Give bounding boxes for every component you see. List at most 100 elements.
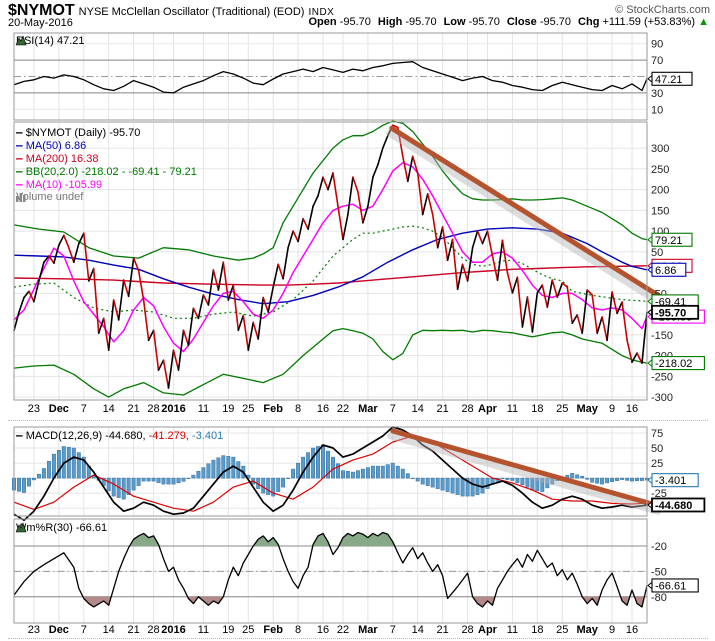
histogram-bar xyxy=(211,459,216,479)
date-tick-label: 9 xyxy=(609,624,615,636)
bb-upper-line xyxy=(13,120,648,261)
histogram-bar xyxy=(575,474,580,479)
date-tick-label: 25 xyxy=(556,403,568,415)
histogram-bar xyxy=(336,463,340,479)
histogram-bar xyxy=(286,477,291,479)
histogram-bar xyxy=(46,461,51,479)
histogram-bar xyxy=(316,446,320,479)
price-segment xyxy=(257,296,265,340)
price-segment xyxy=(272,263,280,288)
price-segment xyxy=(416,172,424,216)
price-segment xyxy=(78,232,85,245)
price-segment xyxy=(132,257,140,272)
price-segment xyxy=(372,163,379,178)
price-segment xyxy=(521,296,529,328)
change-up-arrow-icon: ▲ xyxy=(695,16,709,28)
legend-item: Wm%R(30) -66.61 xyxy=(16,522,108,534)
histogram-bar xyxy=(535,477,540,492)
histogram-bar xyxy=(156,477,161,483)
price-segment xyxy=(73,242,80,264)
histogram-bar xyxy=(341,470,345,479)
price-segment xyxy=(68,246,75,264)
price-segment xyxy=(172,349,180,371)
price-segment xyxy=(481,230,489,245)
date-tick-label: 2016 xyxy=(161,403,185,415)
price-segment xyxy=(297,217,304,243)
price-segment xyxy=(551,279,559,298)
date-tick-label: 11 xyxy=(198,624,209,636)
price-segment xyxy=(441,226,449,262)
histogram-bar xyxy=(365,467,370,479)
histogram-bar xyxy=(390,462,395,479)
price-segment xyxy=(406,155,414,183)
date-tick-label: Apr xyxy=(478,624,498,636)
date-tick-label: 21 xyxy=(437,624,449,636)
histogram-bar xyxy=(600,477,605,485)
histogram-bar xyxy=(395,465,400,479)
ticker-symbol: $NYMOT xyxy=(8,2,75,19)
price-segment xyxy=(28,290,35,303)
price-segment xyxy=(202,294,210,306)
price-segment xyxy=(506,271,514,294)
macd-panel-border xyxy=(13,426,648,517)
histogram-bar xyxy=(465,477,470,497)
histogram-bar xyxy=(610,477,615,482)
price-segment xyxy=(342,213,349,241)
histogram-bar xyxy=(520,477,525,485)
quote-label: Chg xyxy=(578,16,600,28)
svg-text:-66.61: -66.61 xyxy=(655,580,686,592)
ticker-description: NYSE McClellan Oscillator (Traditional) … xyxy=(78,6,305,18)
price-segment xyxy=(606,291,613,342)
histogram-bar xyxy=(126,477,131,495)
price-segment xyxy=(127,257,135,298)
histogram-bar xyxy=(355,470,360,479)
histogram-bar xyxy=(410,477,415,479)
date-tick-label: 14 xyxy=(412,403,424,415)
histogram-bar xyxy=(525,477,530,488)
price-segment xyxy=(391,124,399,129)
price-segment xyxy=(367,176,374,207)
price-segment xyxy=(102,317,110,352)
histogram-bar xyxy=(111,477,116,497)
price-segment xyxy=(556,282,564,298)
price-segment xyxy=(491,255,499,281)
price-segment xyxy=(13,311,20,332)
date-tick-label: 22 xyxy=(337,403,349,415)
svg-text:47.21: 47.21 xyxy=(655,74,683,86)
histogram-bar xyxy=(545,477,550,489)
price-segment xyxy=(83,232,90,282)
legend-line-swatch: — xyxy=(16,139,23,152)
price-segment xyxy=(292,230,299,243)
histogram-bar xyxy=(131,477,136,491)
date-tick-label: 21 xyxy=(127,403,139,415)
histogram-bar xyxy=(106,477,111,492)
legend-item: — $NYMOT (Daily) -95.70 xyxy=(16,126,141,139)
date-tick-label: 18 xyxy=(531,403,543,415)
histogram-bar xyxy=(321,444,325,479)
price-segment xyxy=(531,292,539,333)
price-segment xyxy=(187,307,195,347)
price-segment xyxy=(411,155,419,174)
histogram-bar xyxy=(635,477,639,482)
price-segment xyxy=(88,267,95,282)
histogram-bar xyxy=(146,477,151,482)
value-label-box: -66.61 xyxy=(647,578,699,593)
histogram-bar xyxy=(221,455,226,479)
y-axis-label: 90 xyxy=(651,39,663,51)
histogram-bar xyxy=(171,477,176,485)
price-segment xyxy=(137,269,145,301)
y-axis-label: 10 xyxy=(651,104,663,116)
date-tick-label: 14 xyxy=(412,624,424,636)
date-tick-label: 28 xyxy=(461,403,473,415)
date-tick-label: 7 xyxy=(81,624,87,636)
rsi-line xyxy=(13,61,648,94)
histogram-bar xyxy=(27,477,31,487)
histogram-bar xyxy=(460,477,465,497)
bb-lower-line xyxy=(13,327,648,398)
wmr-overbought-fill xyxy=(14,532,647,547)
price-segment xyxy=(571,314,579,325)
histogram-bar xyxy=(176,477,181,484)
price-segment xyxy=(162,359,170,389)
price-segment xyxy=(23,290,30,299)
